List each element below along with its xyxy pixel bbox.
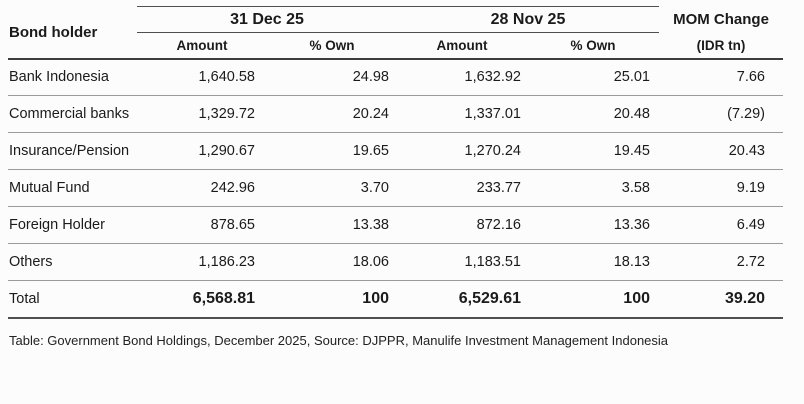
table-row-foreign-holder: Foreign Holder 878.65 13.38 872.16 13.36…	[8, 206, 783, 244]
table-row-total: Total 6,568.81 100 6,529.61 100 39.20	[8, 280, 783, 319]
table-header: Bond holder 31 Dec 25 28 Nov 25 MOM Chan…	[8, 6, 783, 60]
row-holder-label: Bank Indonesia	[8, 58, 137, 96]
dec-own-value: 24.98	[267, 58, 397, 96]
mom-unit-header: (IDR tn)	[659, 32, 783, 60]
table-row-insurance-pension: Insurance/Pension 1,290.67 19.65 1,270.2…	[8, 132, 783, 170]
total-mom-change: 39.20	[659, 280, 783, 319]
nov-own-value: 3.58	[527, 169, 659, 207]
mom-change-value: 2.72	[659, 243, 783, 281]
mom-change-value: 20.43	[659, 132, 783, 170]
nov-own-header: % Own	[527, 32, 659, 60]
nov-amount-value: 1,183.51	[397, 243, 527, 281]
table-row-others: Others 1,186.23 18.06 1,183.51 18.13 2.7…	[8, 243, 783, 281]
table-row-bank-indonesia: Bank Indonesia 1,640.58 24.98 1,632.92 2…	[8, 58, 783, 96]
total-nov-amount: 6,529.61	[397, 280, 527, 319]
row-holder-label: Commercial banks	[8, 95, 137, 133]
nov-amount-value: 1,270.24	[397, 132, 527, 170]
nov-own-value: 25.01	[527, 58, 659, 96]
dec-25-group-header: 31 Dec 25	[137, 6, 397, 33]
dec-own-value: 18.06	[267, 243, 397, 281]
nov-amount-value: 1,337.01	[397, 95, 527, 133]
nov-amount-value: 1,632.92	[397, 58, 527, 96]
nov-amount-header: Amount	[397, 32, 527, 60]
total-dec-amount: 6,568.81	[137, 280, 267, 319]
row-holder-label: Others	[8, 243, 137, 281]
bond-holder-column-header: Bond holder	[8, 6, 137, 60]
dec-amount-value: 1,640.58	[137, 58, 267, 96]
dec-amount-header: Amount	[137, 32, 267, 60]
nov-own-value: 18.13	[527, 243, 659, 281]
dec-amount-value: 1,290.67	[137, 132, 267, 170]
dec-amount-value: 1,329.72	[137, 95, 267, 133]
nov-own-value: 20.48	[527, 95, 659, 133]
table-row-commercial-banks: Commercial banks 1,329.72 20.24 1,337.01…	[8, 95, 783, 133]
dec-own-value: 3.70	[267, 169, 397, 207]
mom-change-header: MOM Change	[673, 11, 769, 28]
bond-holdings-table: Bond holder 31 Dec 25 28 Nov 25 MOM Chan…	[8, 6, 783, 319]
mom-change-value: 7.66	[659, 58, 783, 96]
mom-change-value: (7.29)	[659, 95, 783, 133]
table-row-mutual-fund: Mutual Fund 242.96 3.70 233.77 3.58 9.19	[8, 169, 783, 207]
total-label: Total	[8, 280, 137, 319]
table-caption: Table: Government Bond Holdings, Decembe…	[9, 332, 669, 348]
dec-amount-value: 1,186.23	[137, 243, 267, 281]
dec-amount-value: 878.65	[137, 206, 267, 244]
nov-own-value: 19.45	[527, 132, 659, 170]
dec-own-value: 19.65	[267, 132, 397, 170]
nov-amount-value: 233.77	[397, 169, 527, 207]
dec-own-value: 20.24	[267, 95, 397, 133]
nov-own-value: 13.36	[527, 206, 659, 244]
total-nov-own: 100	[527, 280, 659, 319]
nov-amount-value: 872.16	[397, 206, 527, 244]
dec-own-header: % Own	[267, 32, 397, 60]
total-dec-own: 100	[267, 280, 397, 319]
row-holder-label: Mutual Fund	[8, 169, 137, 207]
header-row-subcolumns: Amount % Own Amount % Own (IDR tn)	[8, 32, 783, 60]
row-holder-label: Insurance/Pension	[8, 132, 137, 170]
dec-amount-value: 242.96	[137, 169, 267, 207]
header-row-dates: Bond holder 31 Dec 25 28 Nov 25 MOM Chan…	[8, 6, 783, 60]
bond-holdings-page: Bond holder 31 Dec 25 28 Nov 25 MOM Chan…	[8, 6, 783, 348]
mom-change-value: 6.49	[659, 206, 783, 244]
mom-change-value: 9.19	[659, 169, 783, 207]
dec-own-value: 13.38	[267, 206, 397, 244]
nov-25-group-header: 28 Nov 25	[397, 6, 659, 33]
row-holder-label: Foreign Holder	[8, 206, 137, 244]
table-body: Bank Indonesia 1,640.58 24.98 1,632.92 2…	[8, 58, 783, 319]
